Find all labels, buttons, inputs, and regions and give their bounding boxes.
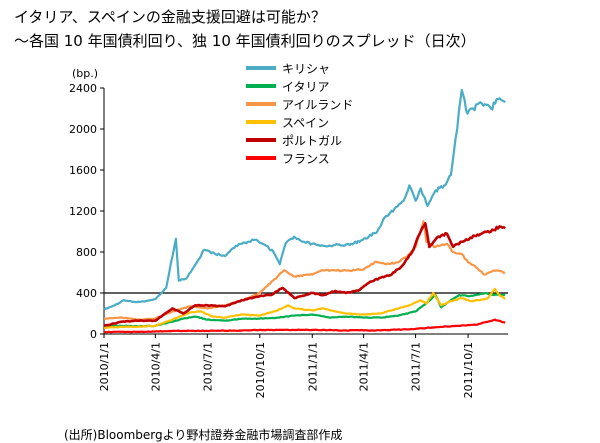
legend-label-3: スペイン bbox=[282, 116, 329, 130]
series-line-3 bbox=[103, 287, 506, 329]
chart-title-line1: イタリア、スペインの金融支援回避は可能か？ bbox=[14, 8, 326, 26]
y-tick-label: 0 bbox=[90, 328, 97, 341]
chart-series-group bbox=[103, 88, 506, 334]
chart-title-line2: 〜各国 10 年国債利回り、独 10 年国債利回りのスプレッド（日次） bbox=[14, 32, 476, 50]
series-line-2 bbox=[103, 220, 506, 321]
legend-label-2: アイルランド bbox=[282, 98, 353, 112]
y-tick-label: 400 bbox=[76, 287, 97, 300]
series-line-5 bbox=[103, 318, 506, 334]
x-tick-label: 2011/7/1 bbox=[410, 342, 423, 391]
y-tick-label: 800 bbox=[76, 246, 97, 259]
x-tick-label: 2010/4/1 bbox=[149, 342, 162, 391]
legend-label-0: キリシャ bbox=[282, 62, 330, 76]
legend-label-4: ポルトガル bbox=[282, 134, 342, 148]
x-tick-label: 2011/10/1 bbox=[462, 342, 475, 398]
legend-label-5: フランス bbox=[282, 152, 330, 166]
x-tick-label: 2010/1/1 bbox=[98, 342, 111, 391]
source-note: (出所)Bloombergより野村證券金融市場調査部作成 bbox=[64, 428, 343, 442]
y-tick-label: 2000 bbox=[69, 123, 97, 136]
y-tick-label: 1600 bbox=[69, 164, 97, 177]
x-tick-label: 2011/4/1 bbox=[358, 342, 371, 391]
legend-label-1: イタリア bbox=[282, 80, 330, 94]
y-axis-unit-label: (bp.) bbox=[72, 67, 99, 80]
chart-axes: 0 400 800 1200 1600 2000 2400 2010/1/1 2010/4/1 2… bbox=[69, 82, 508, 398]
x-tick-label: 2011/1/1 bbox=[306, 342, 319, 391]
x-tick-label: 2010/7/1 bbox=[201, 342, 214, 391]
x-tick-label: 2010/10/1 bbox=[254, 342, 267, 398]
series-line-4 bbox=[103, 222, 506, 328]
y-tick-label: 2400 bbox=[69, 82, 97, 95]
series-line-0 bbox=[103, 88, 506, 311]
y-tick-label: 1200 bbox=[69, 205, 97, 218]
